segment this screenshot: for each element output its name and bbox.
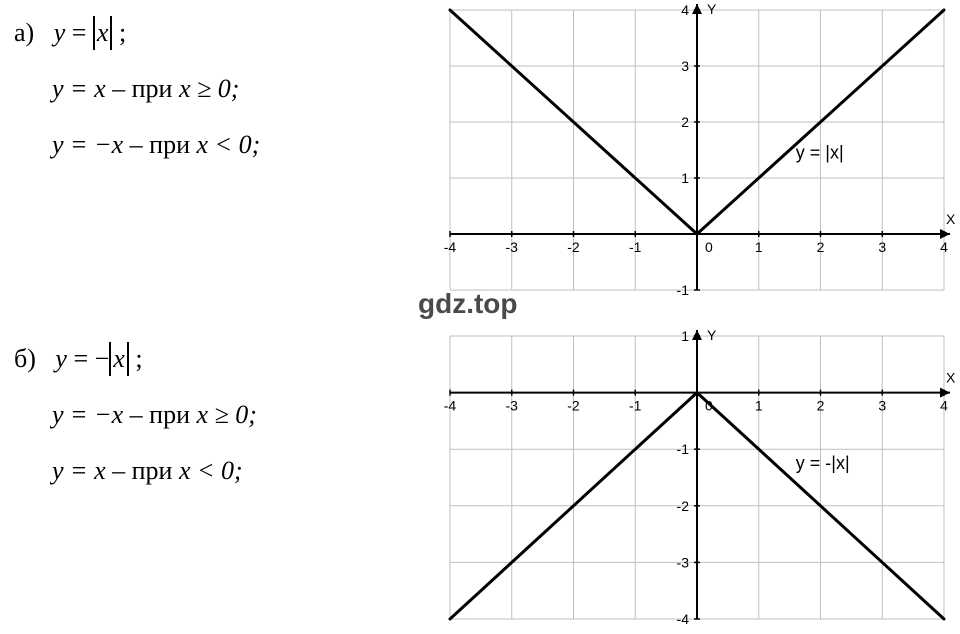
svg-text:4: 4 bbox=[940, 239, 948, 255]
svg-text:y = |x|: y = |x| bbox=[796, 142, 844, 162]
svg-text:3: 3 bbox=[878, 239, 886, 255]
part-b-eq1: б) y = −x ; bbox=[14, 344, 420, 374]
svg-text:Y: Y bbox=[707, 327, 717, 343]
part-b-label: б) bbox=[14, 344, 36, 373]
svg-text:-4: -4 bbox=[677, 611, 690, 627]
part-a-equations: а) y = x ; y = x – при x ≥ 0; y = −x – п… bbox=[0, 0, 420, 300]
svg-text:2: 2 bbox=[817, 398, 825, 414]
svg-text:y = -|x|: y = -|x| bbox=[796, 453, 850, 473]
svg-text:-4: -4 bbox=[444, 239, 457, 255]
svg-text:X: X bbox=[946, 211, 956, 227]
svg-text:0: 0 bbox=[705, 239, 713, 255]
part-a-label: а) bbox=[14, 18, 34, 47]
svg-text:4: 4 bbox=[681, 2, 689, 18]
svg-text:Y: Y bbox=[707, 1, 717, 17]
svg-text:-1: -1 bbox=[677, 441, 690, 457]
svg-text:1: 1 bbox=[755, 398, 763, 414]
svg-text:X: X bbox=[946, 370, 956, 386]
svg-text:-1: -1 bbox=[629, 398, 642, 414]
svg-text:-3: -3 bbox=[506, 239, 519, 255]
svg-text:1: 1 bbox=[755, 239, 763, 255]
part-a-eq3: y = −x – при x < 0; bbox=[14, 130, 420, 160]
svg-text:2: 2 bbox=[681, 114, 689, 130]
chart-a: -4 -3 -2 -1 1 2 3 4 -1 1 2 3 4 0 X Yy = |x| bbox=[440, 0, 960, 305]
svg-text:-3: -3 bbox=[506, 398, 519, 414]
part-b-equations: б) y = −x ; y = −x – при x ≥ 0; y = x – … bbox=[0, 326, 420, 629]
svg-text:2: 2 bbox=[817, 239, 825, 255]
svg-text:3: 3 bbox=[681, 58, 689, 74]
svg-text:4: 4 bbox=[940, 398, 948, 414]
svg-text:3: 3 bbox=[878, 398, 886, 414]
svg-text:-1: -1 bbox=[677, 282, 690, 298]
svg-text:1: 1 bbox=[681, 170, 689, 186]
svg-text:-3: -3 bbox=[677, 554, 690, 570]
watermark: gdz.top bbox=[418, 288, 518, 320]
part-a-eq2: y = x – при x ≥ 0; bbox=[14, 74, 420, 104]
svg-text:-1: -1 bbox=[629, 239, 642, 255]
svg-text:-2: -2 bbox=[567, 398, 580, 414]
svg-text:-2: -2 bbox=[567, 239, 580, 255]
svg-text:-4: -4 bbox=[444, 398, 457, 414]
svg-text:1: 1 bbox=[681, 328, 689, 344]
chart-b: -4-3-2-11234-4-3-2-110XYy = -|x| bbox=[440, 326, 960, 634]
part-b-eq3: y = x – при x < 0; bbox=[14, 456, 420, 486]
svg-text:-2: -2 bbox=[677, 498, 690, 514]
part-a-eq1: а) y = x ; bbox=[14, 18, 420, 48]
part-b-eq2: y = −x – при x ≥ 0; bbox=[14, 400, 420, 430]
